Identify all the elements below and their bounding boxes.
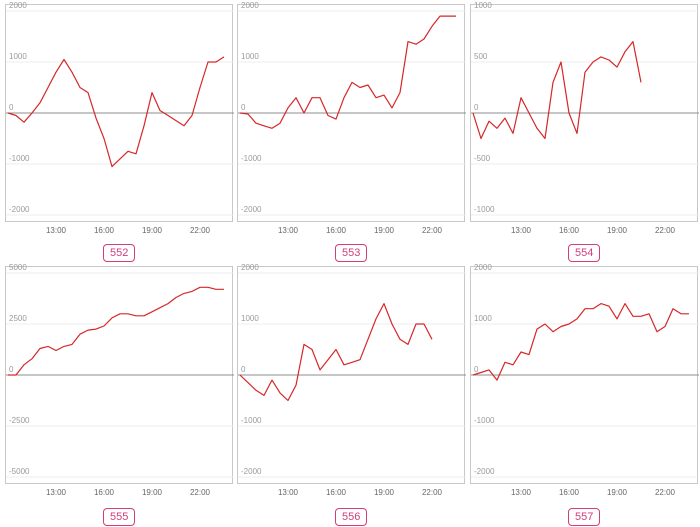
y-tick-label: 0 xyxy=(9,365,14,374)
series-line xyxy=(472,40,642,140)
series-line xyxy=(7,56,225,168)
y-tick-label: -1000 xyxy=(9,154,30,163)
y-tick-label: -500 xyxy=(474,154,491,163)
chart-label-badge[interactable]: 556 xyxy=(335,508,368,526)
x-tick-label: 13:00 xyxy=(278,226,299,235)
x-tick-label: 13:00 xyxy=(46,226,67,235)
chart-label-badge[interactable]: 554 xyxy=(568,244,601,262)
y-tick-label: 0 xyxy=(474,365,479,374)
x-tick-label: 22:00 xyxy=(422,488,443,497)
series-line xyxy=(239,302,433,402)
series-line xyxy=(472,302,689,381)
chart-label-badge[interactable]: 553 xyxy=(335,244,368,262)
x-tick-label: 16:00 xyxy=(326,488,347,497)
x-tick-label: 16:00 xyxy=(94,226,115,235)
y-tick-label: 1000 xyxy=(241,52,259,61)
x-tick-label: 22:00 xyxy=(655,488,676,497)
chart-panel-556: -2000 -1000 0 1000 2000 13:00 16:00 19:00 22:00 xyxy=(237,263,466,497)
x-tick-label: 13:00 xyxy=(511,226,532,235)
y-tick-label: 0 xyxy=(241,103,246,112)
y-tick-label: -5000 xyxy=(9,467,30,476)
x-tick-label: 22:00 xyxy=(190,488,211,497)
y-tick-label: -2500 xyxy=(9,416,30,425)
y-tick-label: 500 xyxy=(474,52,488,61)
x-tick-label: 19:00 xyxy=(142,226,163,235)
y-tick-label: 0 xyxy=(9,103,14,112)
series-line xyxy=(8,286,224,376)
y-tick-label: -2000 xyxy=(474,467,495,476)
chart-svg: -2000 -1000 0 1000 2000 13:00 16:00 19:00 22:00 xyxy=(238,263,466,497)
series-line xyxy=(239,15,456,129)
y-tick-label: 1000 xyxy=(474,314,492,323)
x-tick-label: 19:00 xyxy=(374,226,395,235)
x-tick-label: 16:00 xyxy=(559,488,580,497)
chart-svg: -5000 -2500 0 2500 5000 13:00 16:00 19:00 22:00 xyxy=(6,263,234,497)
y-tick-label: 2000 xyxy=(241,263,259,272)
y-tick-label: 0 xyxy=(241,365,246,374)
x-tick-label: 22:00 xyxy=(655,226,676,235)
chart-svg: -1000 -500 0 500 1000 13:00 16:00 19:00 22:00 xyxy=(471,1,699,235)
chart-label-badge[interactable]: 557 xyxy=(568,508,601,526)
y-tick-label: -1000 xyxy=(474,205,495,214)
y-tick-label: -2000 xyxy=(9,205,30,214)
x-tick-label: 19:00 xyxy=(607,226,628,235)
y-tick-label: 2000 xyxy=(241,1,259,10)
chart-panel-553: -2000 -1000 0 1000 2000 13:00 16:00 19:00 22:00 xyxy=(237,1,466,235)
chart-label-badge[interactable]: 555 xyxy=(103,508,136,526)
y-tick-label: -1000 xyxy=(474,416,495,425)
x-tick-label: 19:00 xyxy=(607,488,628,497)
chart-panel-557: -2000 -1000 0 1000 2000 13:00 16:00 19:00 22:00 xyxy=(470,263,699,497)
chart-svg: -2000 -1000 0 1000 2000 13:00 16:00 19:00 22:00 xyxy=(238,1,466,235)
chart-label-badge[interactable]: 552 xyxy=(103,244,136,262)
chart-svg: -2000 -1000 0 1000 2000 13:00 16:00 19:00 22:00 xyxy=(471,263,699,497)
y-tick-label: 0 xyxy=(474,103,479,112)
y-tick-label: 1000 xyxy=(241,314,259,323)
x-tick-label: 13:00 xyxy=(278,488,299,497)
chart-panel-554: -1000 -500 0 500 1000 13:00 16:00 19:00 22:00 xyxy=(470,1,699,235)
x-tick-label: 13:00 xyxy=(46,488,67,497)
x-tick-label: 22:00 xyxy=(422,226,443,235)
x-tick-label: 13:00 xyxy=(511,488,532,497)
y-tick-label: -1000 xyxy=(241,154,262,163)
chart-svg: -2000 -1000 0 1000 2000 13:00 16:00 19:00 22:00 xyxy=(6,1,234,235)
y-tick-label: 2000 xyxy=(9,1,27,10)
x-tick-label: 19:00 xyxy=(142,488,163,497)
y-tick-label: 2500 xyxy=(9,314,27,323)
chart-panel-555: -5000 -2500 0 2500 5000 13:00 16:00 19:00 22:00 xyxy=(5,263,234,497)
x-tick-label: 16:00 xyxy=(326,226,347,235)
y-tick-label: 1000 xyxy=(9,52,27,61)
y-tick-label: 5000 xyxy=(9,263,27,272)
y-tick-label: -2000 xyxy=(241,467,262,476)
x-tick-label: 19:00 xyxy=(374,488,395,497)
x-tick-label: 16:00 xyxy=(94,488,115,497)
x-tick-label: 16:00 xyxy=(559,226,580,235)
x-tick-label: 22:00 xyxy=(190,226,211,235)
chart-panel-552: -2000 -1000 0 1000 2000 13:00 16:00 19:00 22:00 xyxy=(5,1,234,235)
y-tick-label: 1000 xyxy=(474,1,492,10)
y-tick-label: -1000 xyxy=(241,416,262,425)
y-tick-label: -2000 xyxy=(241,205,262,214)
y-tick-label: 2000 xyxy=(474,263,492,272)
